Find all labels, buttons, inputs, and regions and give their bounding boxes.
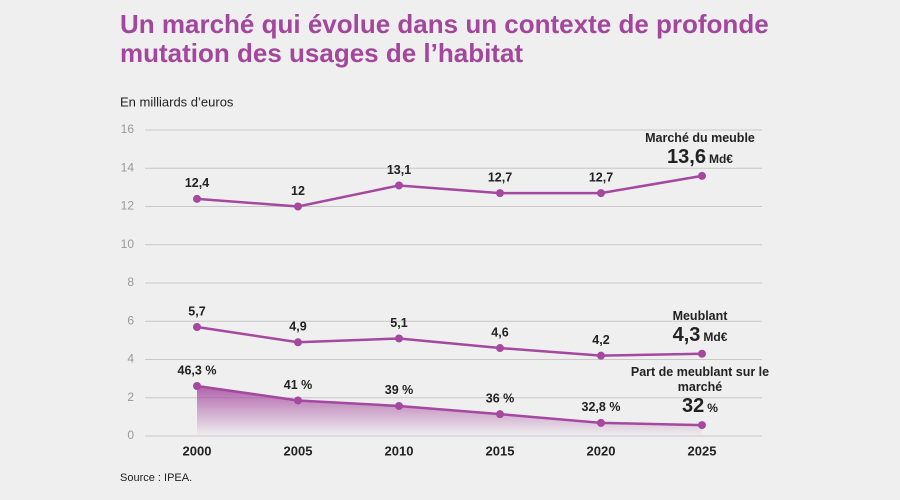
end-value: 32	[682, 395, 705, 418]
value-label: 41 %	[284, 378, 313, 392]
y-axis-label: En milliards d’euros	[120, 94, 234, 109]
series-name: Meublant	[672, 308, 728, 323]
y-tick-label: 4	[127, 352, 134, 366]
point	[395, 181, 403, 190]
y-tick-label: 6	[127, 313, 134, 327]
line	[196, 325, 703, 357]
end-label: Marché du meuble 13,6 Md€	[630, 131, 770, 168]
series-name: Marché du meuble	[645, 130, 755, 145]
point	[395, 334, 403, 343]
x-tick-label: 2005	[284, 443, 313, 458]
point	[193, 194, 201, 203]
chart-title: Un marché qui évolue dans un contexte de…	[120, 9, 769, 68]
line	[196, 174, 703, 208]
value-label: 5,1	[390, 316, 407, 330]
x-tick-label: 2000	[183, 443, 212, 458]
value-label: 12,7	[488, 170, 512, 184]
end-value: 4,3	[672, 323, 701, 346]
x-tick-label: 2010	[385, 443, 414, 458]
point	[294, 396, 302, 405]
point	[496, 410, 504, 419]
x-tick-label: 2025	[688, 443, 717, 458]
end-unit: Md€	[703, 329, 728, 344]
end-label: Part de meublant sur le marché 32%	[630, 365, 770, 417]
point	[395, 401, 403, 410]
y-tick-label: 10	[121, 237, 135, 251]
value-label: 12,7	[589, 170, 613, 184]
point	[193, 322, 201, 331]
point	[698, 349, 706, 358]
y-tick-label: 0	[127, 428, 134, 442]
point	[294, 202, 302, 211]
point	[597, 418, 605, 427]
y-tick-label: 12	[121, 199, 135, 213]
series-name: Part de meublant sur le marché	[630, 365, 770, 395]
point	[698, 171, 706, 180]
y-tick-label: 14	[121, 160, 135, 174]
x-tick-label: 2015	[486, 443, 515, 458]
value-label: 5,7	[188, 304, 205, 318]
line	[196, 384, 703, 427]
x-tick-label: 2020	[587, 443, 616, 458]
value-label: 32,8 %	[582, 400, 621, 414]
value-label: 4,2	[592, 333, 609, 347]
point	[496, 344, 504, 353]
value-label: 39 %	[385, 383, 414, 397]
value-label: 12	[291, 184, 305, 198]
value-label: 36 %	[486, 391, 515, 405]
end-label: Meublant 4,3 Md€	[630, 309, 770, 346]
y-tick-label: 16	[121, 122, 135, 136]
point	[193, 382, 201, 391]
value-label: 4,6	[491, 325, 508, 339]
y-tick-label: 2	[127, 390, 134, 404]
value-label: 13,1	[387, 163, 411, 177]
source: Source : IPEA.	[120, 472, 192, 484]
end-unit: %	[707, 401, 718, 416]
point	[597, 351, 605, 360]
end-value: 13,6	[667, 145, 706, 168]
value-label: 12,4	[185, 176, 209, 190]
point	[597, 189, 605, 198]
end-unit: Md€	[708, 151, 733, 166]
value-label: 4,9	[289, 320, 306, 334]
y-tick-label: 8	[127, 275, 134, 289]
point	[294, 338, 302, 347]
point	[698, 421, 706, 430]
value-label: 46,3 %	[178, 363, 217, 377]
point	[496, 189, 504, 198]
